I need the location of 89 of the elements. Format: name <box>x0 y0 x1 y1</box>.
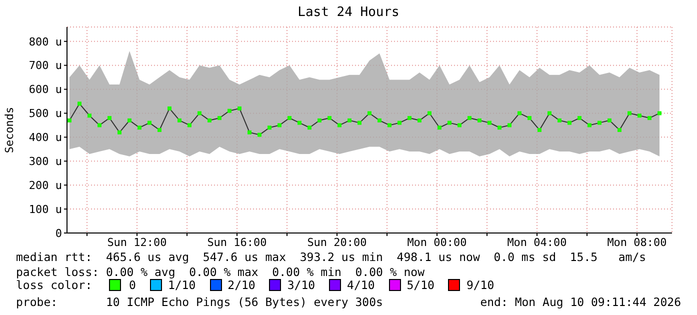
point <box>428 111 432 116</box>
text: end: Mon Aug 10 09:11:44 2026 <box>480 295 681 309</box>
x-tick-label: Sun 20:00 <box>307 236 367 249</box>
point <box>308 126 312 130</box>
point <box>88 114 92 118</box>
point <box>138 126 142 130</box>
point <box>408 116 412 120</box>
y-tick-label: 500 u <box>28 107 62 120</box>
point <box>198 111 202 116</box>
point <box>468 116 472 120</box>
y-axis-title: Seconds <box>3 106 16 154</box>
point <box>618 128 622 132</box>
y-tick-label: 300 u <box>28 155 62 168</box>
x-tick-label: Mon 08:00 <box>607 236 667 249</box>
point <box>338 123 342 128</box>
point <box>68 118 72 122</box>
point <box>448 120 452 125</box>
point <box>218 116 222 120</box>
point <box>548 111 552 116</box>
point <box>148 120 152 125</box>
point <box>238 106 242 110</box>
point <box>228 108 232 113</box>
point <box>258 132 262 137</box>
point <box>378 118 382 122</box>
point <box>628 111 632 116</box>
point <box>348 118 352 122</box>
point <box>568 120 572 125</box>
y-tick-label: 700 u <box>28 59 62 72</box>
y-tick-label: 400 u <box>28 131 62 144</box>
point <box>128 118 132 122</box>
point <box>458 123 462 128</box>
point <box>248 130 252 134</box>
point <box>638 114 642 118</box>
point <box>98 123 102 128</box>
point <box>558 118 562 122</box>
text: 3/10 <box>286 278 316 292</box>
point <box>648 116 652 120</box>
point <box>298 120 302 125</box>
point <box>208 118 212 122</box>
text: median rtt: 465.6 us avg 547.6 us max 393.2 us min 498.1 us now 0.0 ms sd 15.5 am/s <box>16 250 646 264</box>
y-tick-label: 600 u <box>28 83 62 96</box>
y-tick-label: 800 u <box>28 35 62 48</box>
point <box>288 116 292 120</box>
y-tick-label: 0 <box>55 226 62 240</box>
text: loss color: <box>16 278 94 292</box>
y-tick-label: 200 u <box>28 179 62 192</box>
x-tick-label: Mon 04:00 <box>507 236 567 249</box>
legend-label: 0 <box>128 278 136 292</box>
point <box>498 126 502 130</box>
text: 9/10 <box>465 278 494 292</box>
point <box>658 111 662 116</box>
point <box>588 123 592 128</box>
text: 2/10 <box>226 278 256 292</box>
point <box>318 118 322 122</box>
text: 5/10 <box>406 278 434 292</box>
text: 1/10 <box>168 278 196 292</box>
point <box>508 123 512 128</box>
point <box>388 123 392 128</box>
point <box>268 126 272 130</box>
x-tick-label: Sun 16:00 <box>207 236 267 249</box>
y-tick-label: 100 u <box>28 202 62 216</box>
point <box>488 120 492 125</box>
point <box>438 126 442 130</box>
text: probe: 10 ICMP Echo Pings (56 Bytes) every 300s <box>16 295 383 309</box>
chart-title: Last 24 Hours <box>296 5 400 20</box>
point <box>108 116 112 120</box>
point <box>188 123 192 128</box>
point <box>78 102 82 106</box>
point <box>538 128 542 132</box>
point <box>278 123 282 128</box>
point <box>358 120 362 125</box>
point <box>168 106 172 110</box>
x-tick-label: Sun 12:00 <box>107 236 167 249</box>
point <box>608 118 612 122</box>
point <box>328 116 332 120</box>
point <box>578 116 582 120</box>
point <box>398 120 402 125</box>
text: packet loss: 0.00 % avg 0.00 % max 0.00 % min 0.00 % now <box>16 265 424 279</box>
point <box>528 116 532 120</box>
point <box>518 111 522 116</box>
point <box>368 111 372 116</box>
point <box>178 118 182 122</box>
x-tick-label: Mon 00:00 <box>407 236 467 249</box>
point <box>598 120 602 125</box>
point <box>118 130 122 134</box>
point <box>158 128 162 132</box>
point <box>418 118 422 122</box>
point <box>478 118 482 122</box>
text: 4/10 <box>346 278 375 292</box>
